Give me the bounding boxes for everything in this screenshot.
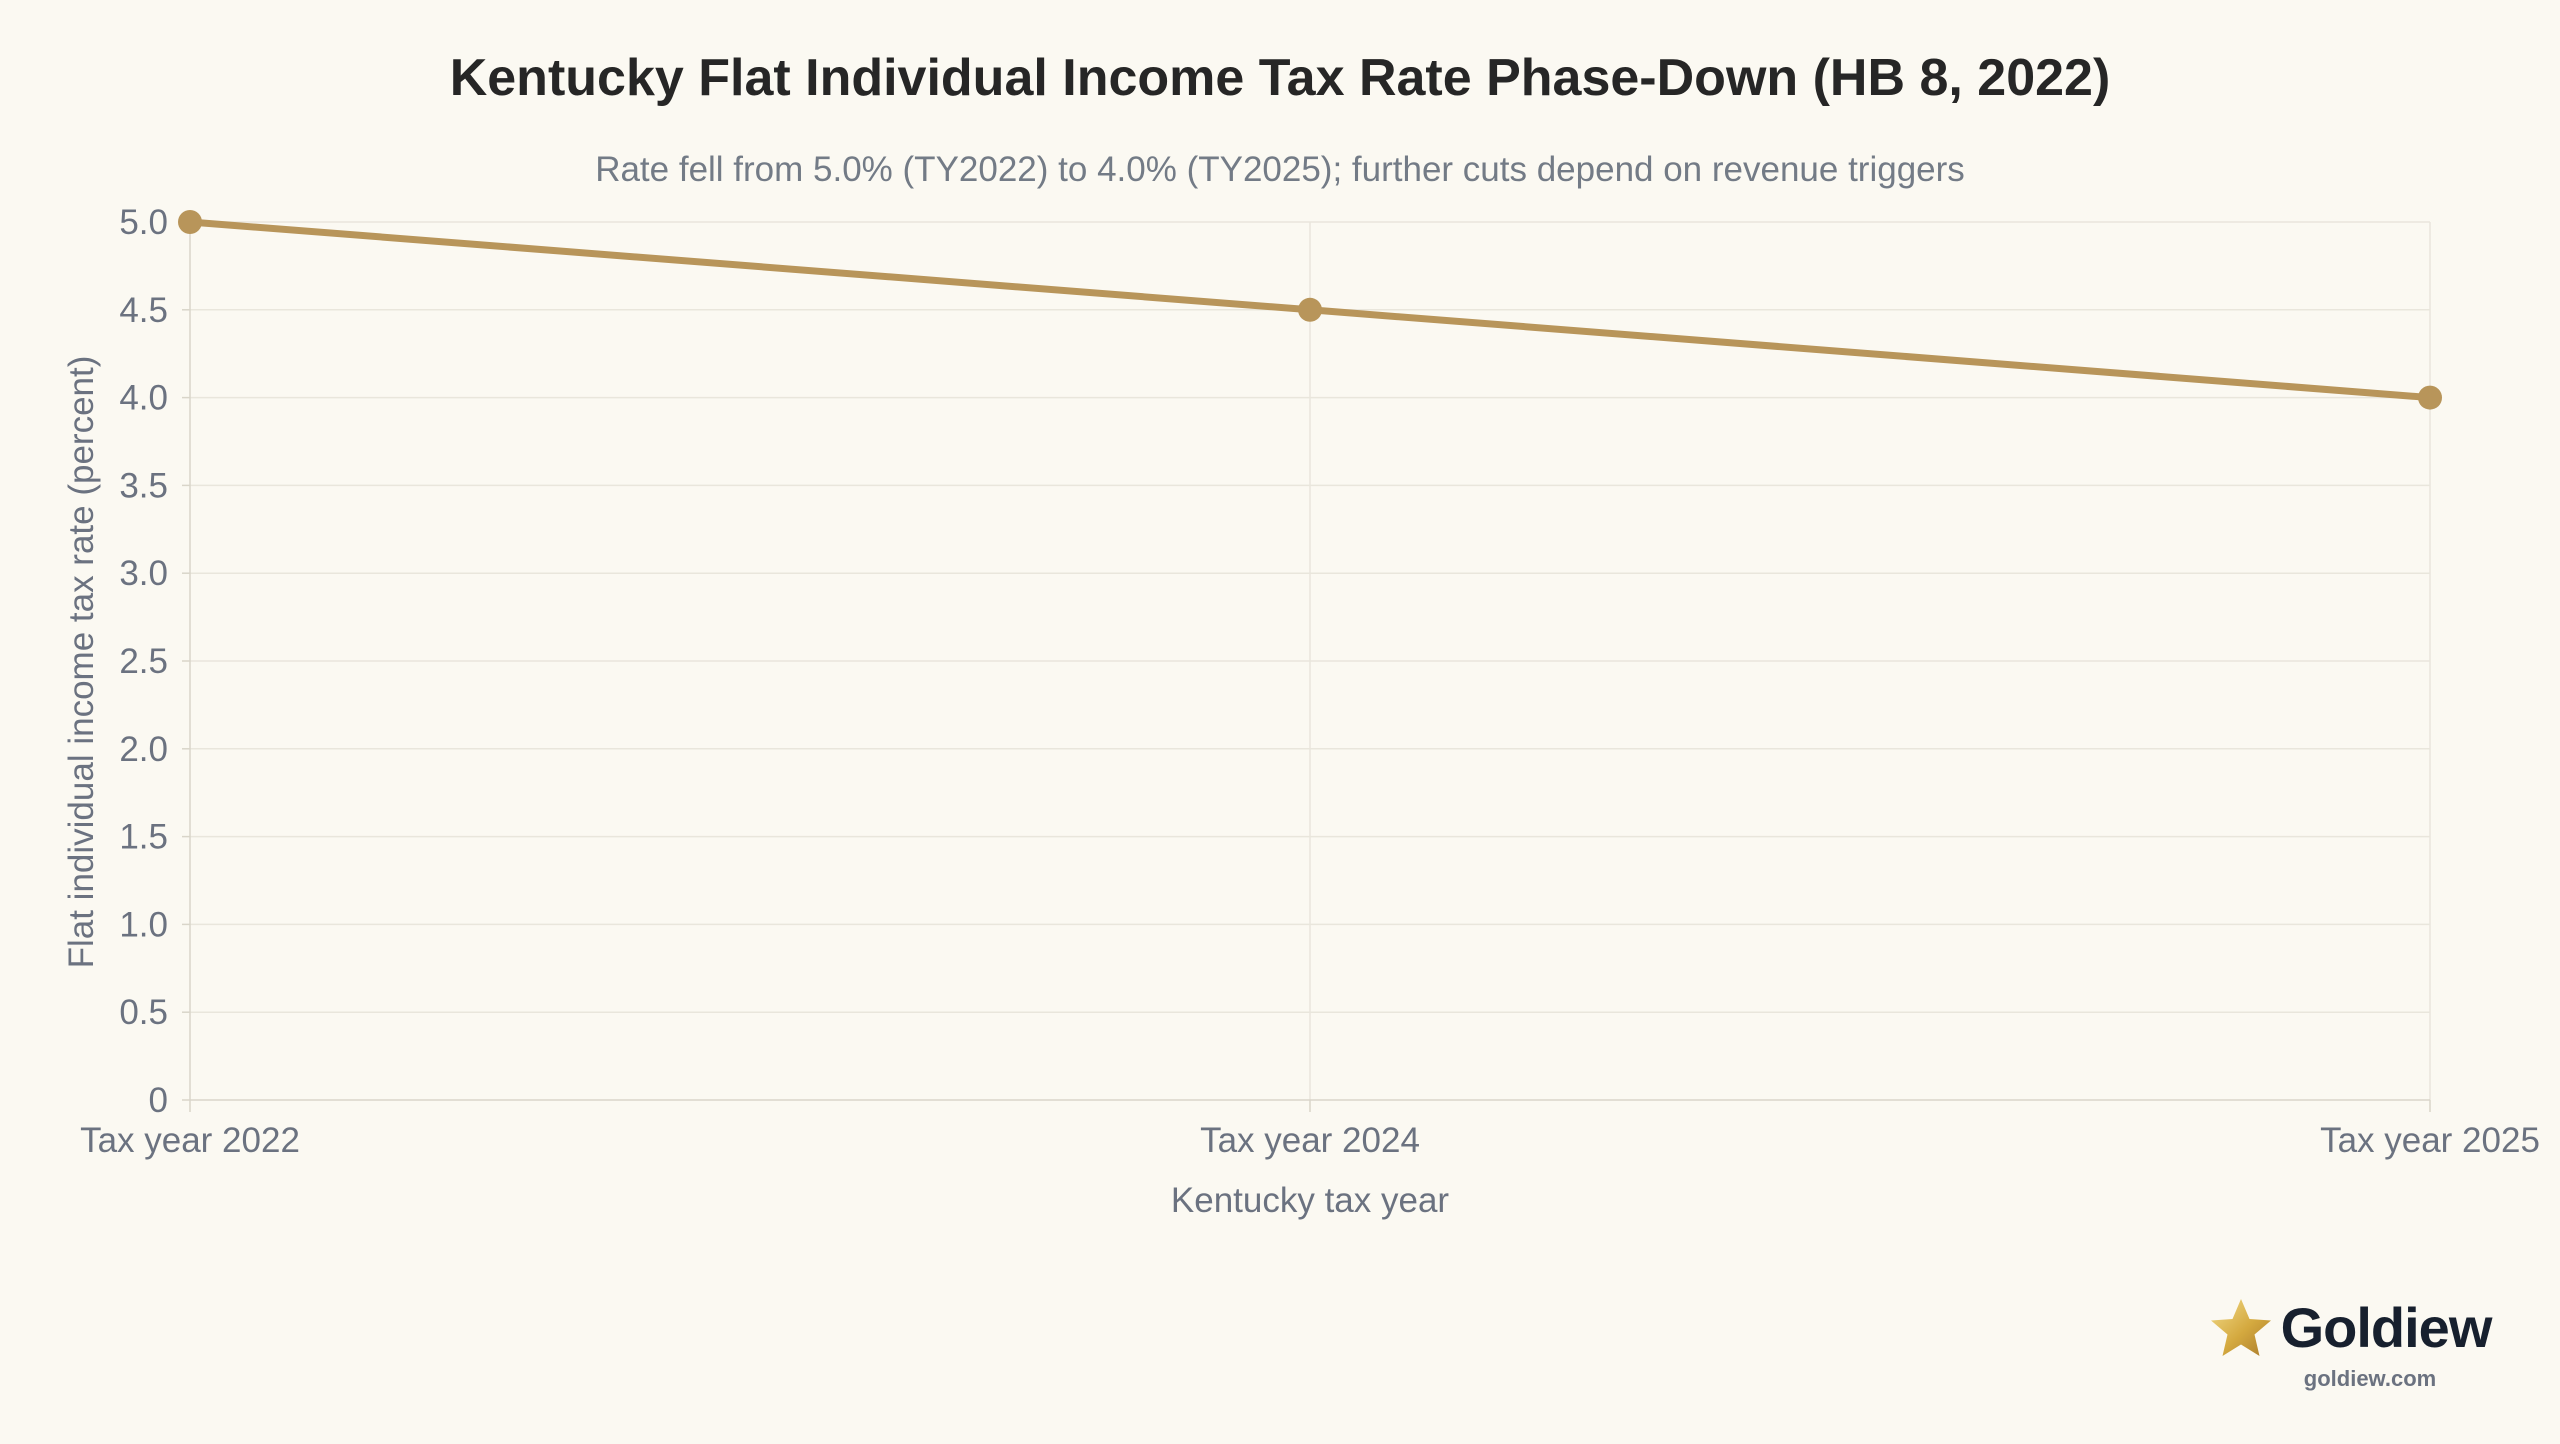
chart-subtitle: Rate fell from 5.0% (TY2022) to 4.0% (TY…	[595, 150, 1965, 189]
brand-url: goldiew.com	[2303, 1366, 2437, 1391]
data-point	[178, 210, 202, 234]
y-tick-label: 4.0	[119, 379, 168, 418]
y-tick-label: 1.5	[119, 818, 168, 857]
y-tick-label: 3.5	[119, 466, 168, 505]
y-tick-label: 2.5	[119, 642, 168, 681]
y-tick-label: 0.5	[119, 993, 168, 1032]
chart-title: Kentucky Flat Individual Income Tax Rate…	[449, 49, 2111, 107]
x-tick-labels: Tax year 2022 Tax year 2024 Tax year 2025	[80, 1121, 2540, 1160]
x-tick-label: Tax year 2024	[1200, 1121, 1420, 1160]
y-tick-label: 2.0	[119, 730, 168, 769]
grid-lines	[190, 221, 2431, 1100]
y-tick-label: 5.0	[119, 203, 168, 242]
data-point	[2418, 385, 2442, 410]
axes	[182, 221, 2431, 1112]
y-tick-label: 1.0	[119, 905, 168, 944]
y-tick-label: 4.5	[119, 291, 168, 330]
y-tick-label: 3.0	[119, 554, 168, 593]
star-icon	[2210, 1298, 2271, 1356]
x-tick-label: Tax year 2025	[2320, 1121, 2540, 1160]
x-tick-label: Tax year 2022	[80, 1121, 300, 1160]
data-point	[1298, 297, 1322, 322]
brand-name: Goldiew	[2280, 1296, 2493, 1359]
y-tick-labels: 0 0.5 1.0 1.5 2.0 2.5 3.0 3.5 4.0 4.5 5.0	[119, 203, 168, 1120]
x-axis-title: Kentucky tax year	[1171, 1181, 1450, 1220]
series	[178, 210, 2442, 410]
y-tick-label: 0	[149, 1081, 168, 1120]
y-axis-title: Flat individual income tax rate (percent…	[62, 356, 101, 969]
brand-logo: Goldiew goldiew.com	[2180, 1295, 2520, 1405]
